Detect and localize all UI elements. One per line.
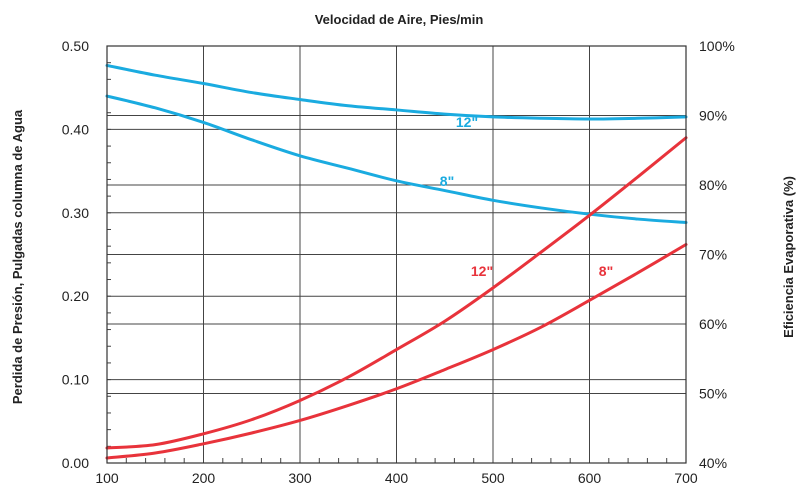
- x-tick-label: 500: [481, 470, 505, 486]
- x-tick-label: 400: [385, 470, 409, 486]
- y-right-tick-label: 70%: [699, 247, 727, 263]
- y-left-tick-label: 0.00: [62, 455, 89, 471]
- y-left-tick-label: 0.10: [62, 372, 89, 388]
- series-lines: [105, 63, 688, 460]
- curve-label-pressure-12: 12": [471, 263, 493, 279]
- curve-label-efficiency-12: 12": [456, 114, 478, 130]
- y-right-tick-label: 90%: [699, 108, 727, 124]
- x-tick-label: 700: [674, 470, 698, 486]
- x-tick-label: 200: [192, 470, 216, 486]
- series-line-pressure-12: [105, 136, 688, 450]
- series-line-efficiency-12: [105, 63, 688, 121]
- y-left-tick-label: 0.30: [62, 205, 89, 221]
- tick-labels: 100 200 300 400 500 600 700 0.00 0.10 0.20 0.30 0.4…: [62, 38, 735, 486]
- series-line-pressure-8: [105, 242, 688, 460]
- y-right-tick-label: 60%: [699, 316, 727, 332]
- y-left-tick-label: 0.50: [62, 38, 89, 54]
- x-tick-label: 600: [578, 470, 602, 486]
- x-tick-label: 300: [288, 470, 312, 486]
- y-axis-left-label: Perdida de Presión, Pulgadas columna de …: [10, 109, 25, 404]
- y-right-tick-label: 40%: [699, 455, 727, 471]
- curve-label-pressure-8: 8": [599, 263, 613, 279]
- y-axis-right-label: Eficiencia Evaporativa (%): [781, 176, 796, 338]
- y-right-tick-label: 80%: [699, 177, 727, 193]
- y-left-tick-label: 0.40: [62, 121, 89, 137]
- plot-frame: [106, 45, 687, 464]
- y-left-tick-label: 0.20: [62, 288, 89, 304]
- y-right-tick-label: 100%: [699, 38, 735, 54]
- curve-labels: 12" 8" 12" 8": [440, 114, 613, 279]
- x-tick-label: 100: [95, 470, 119, 486]
- curve-label-efficiency-8: 8": [440, 173, 454, 189]
- chart-title: Velocidad de Aire, Pies/min: [315, 12, 484, 27]
- y-right-tick-label: 50%: [699, 386, 727, 402]
